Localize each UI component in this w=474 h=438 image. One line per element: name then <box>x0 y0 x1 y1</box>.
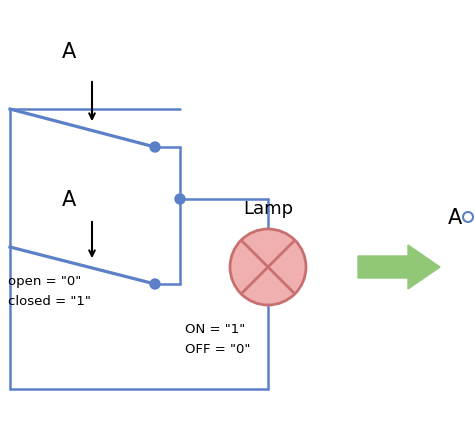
Text: Lamp: Lamp <box>243 200 293 218</box>
Circle shape <box>230 230 306 305</box>
Text: open = "0": open = "0" <box>8 275 81 288</box>
FancyArrow shape <box>358 245 440 290</box>
Circle shape <box>175 194 185 205</box>
Text: A: A <box>62 42 76 62</box>
Text: A: A <box>448 208 462 227</box>
Circle shape <box>150 143 160 153</box>
Circle shape <box>150 279 160 290</box>
Text: A: A <box>62 190 76 209</box>
Text: OFF = "0": OFF = "0" <box>185 343 250 356</box>
Circle shape <box>463 212 473 223</box>
Text: closed = "1": closed = "1" <box>8 295 91 308</box>
Text: ON = "1": ON = "1" <box>185 323 245 336</box>
